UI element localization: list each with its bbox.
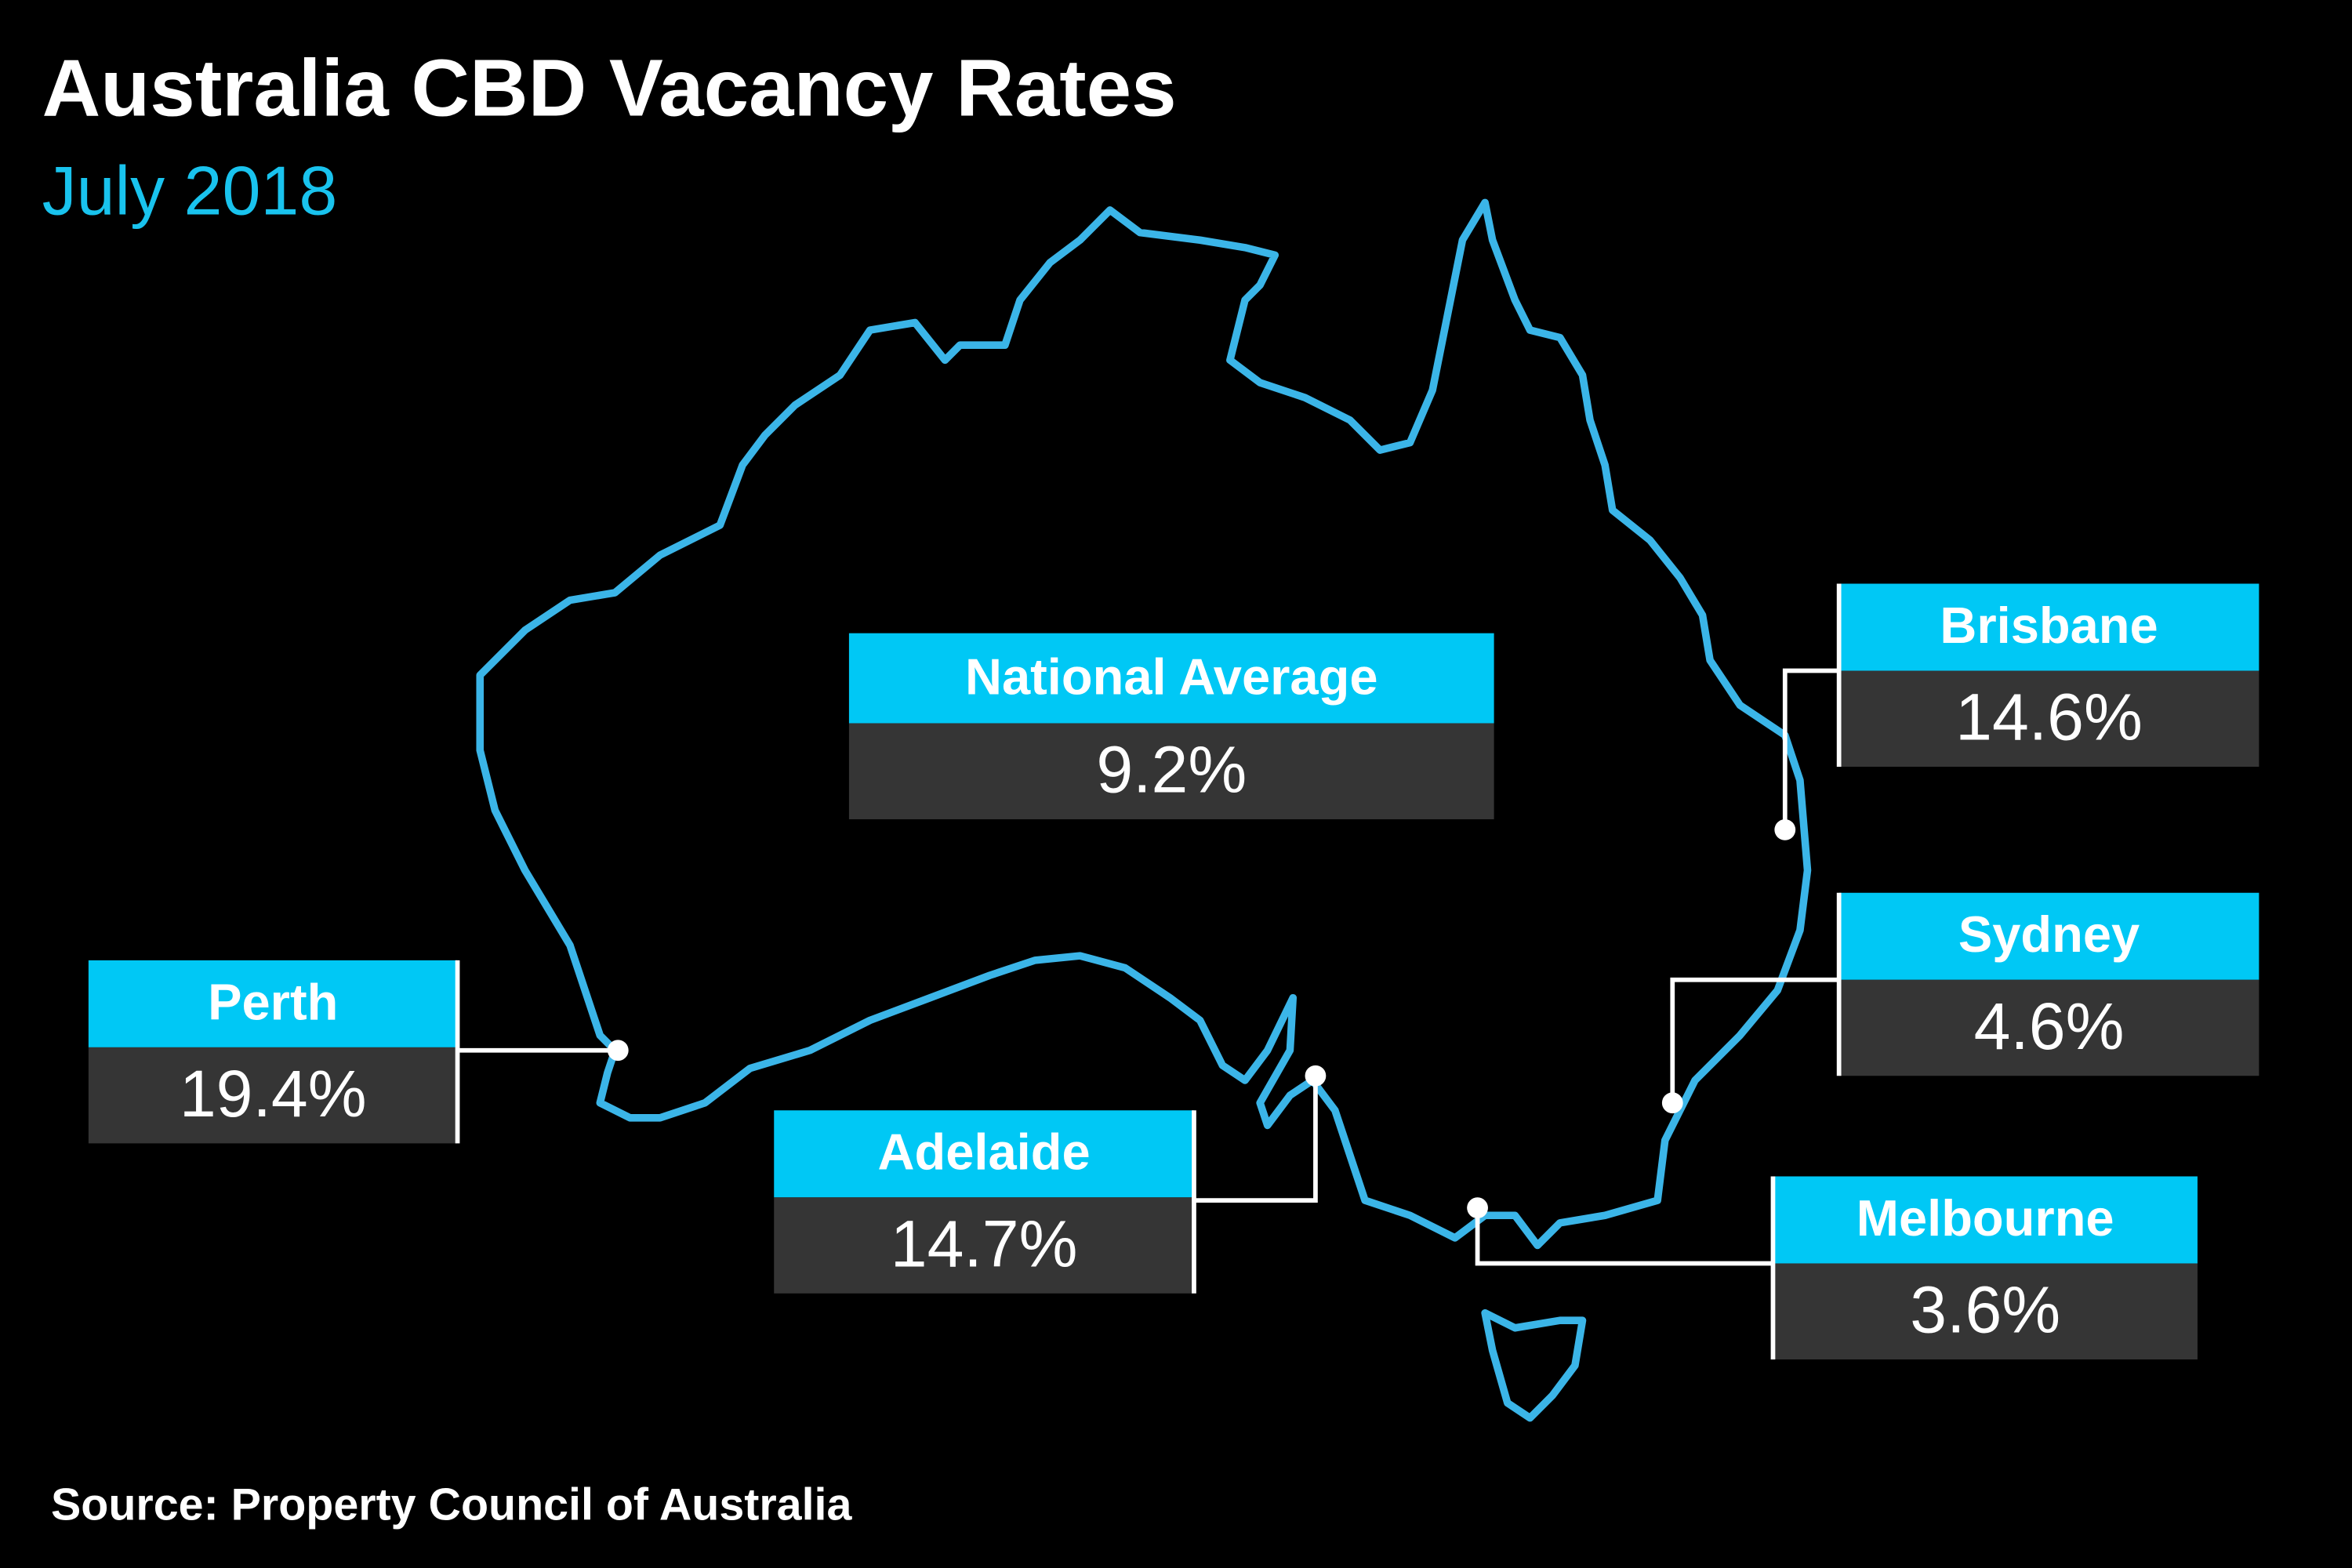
- city-dot: [1661, 1092, 1683, 1114]
- city-label-box: [1773, 1176, 2198, 1264]
- city-label-box: [88, 960, 458, 1047]
- mainland-outline: [476, 198, 1812, 1250]
- city-label: Perth: [208, 973, 338, 1030]
- city-dot: [1467, 1197, 1488, 1219]
- source: Source: Property Council of Australia: [51, 1480, 852, 1530]
- map: [476, 198, 1812, 1422]
- city-label-box: [1838, 892, 2259, 980]
- city-value: 19.4%: [180, 1057, 367, 1131]
- tasmania-outline: [1481, 1308, 1587, 1422]
- national-label: National Average: [965, 648, 1377, 706]
- city-label: Adelaide: [878, 1123, 1091, 1181]
- city-dot: [607, 1040, 629, 1062]
- city-value: 14.6%: [1955, 681, 2143, 754]
- city-value: 4.6%: [1974, 989, 2125, 1063]
- city-value-box: [774, 1197, 1194, 1294]
- title: Australia CBD Vacancy Rates: [42, 42, 1177, 132]
- city-label-box: [774, 1110, 1194, 1198]
- connector: [1193, 1076, 1318, 1203]
- connector: [1670, 977, 1839, 1103]
- city-dot: [1305, 1065, 1327, 1087]
- city-label: Sydney: [1958, 906, 2140, 963]
- connector: [1782, 668, 1839, 830]
- city-value-box: [1773, 1263, 2198, 1359]
- city-value-box: [88, 1047, 458, 1144]
- city-label: Brisbane: [1940, 597, 2158, 654]
- national-label-box: [848, 633, 1494, 724]
- city-label-box: [1838, 583, 2259, 671]
- national-value: 9.2%: [1096, 733, 1247, 807]
- city-value: 14.7%: [891, 1207, 1078, 1280]
- connector: [1475, 1207, 1773, 1266]
- city-dot: [1774, 818, 1796, 840]
- subtitle: July 2018: [42, 152, 338, 230]
- city-value-box: [1838, 979, 2259, 1076]
- city-label: Melbourne: [1857, 1189, 2114, 1247]
- national-value-box: [848, 723, 1494, 819]
- city-value-box: [1838, 670, 2259, 767]
- city-value: 3.6%: [1910, 1273, 2060, 1347]
